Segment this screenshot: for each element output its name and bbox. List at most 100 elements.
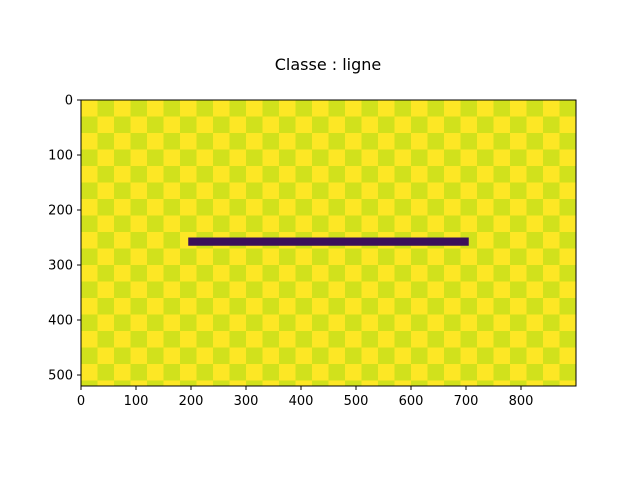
- background-cell: [477, 380, 494, 387]
- background-cell: [345, 314, 362, 332]
- y-tick-label: 0: [65, 94, 73, 109]
- background-cell: [81, 314, 98, 332]
- background-cell: [312, 182, 329, 200]
- background-cell: [361, 331, 379, 348]
- chart-title: Classe : ligne: [275, 55, 382, 74]
- background-cell: [543, 331, 560, 348]
- background-cell: [180, 182, 197, 200]
- background-cell: [328, 281, 346, 299]
- background-cell: [361, 116, 379, 134]
- background-cell: [345, 116, 362, 134]
- background-cell: [279, 314, 296, 332]
- background-cell: [559, 265, 577, 282]
- background-cell: [378, 199, 395, 216]
- background-cell: [312, 265, 329, 282]
- background-cell: [97, 364, 115, 381]
- background-cell: [411, 182, 428, 200]
- background-cell: [493, 314, 511, 332]
- background-cell: [196, 281, 214, 299]
- background-cell: [394, 380, 412, 387]
- background-cell: [427, 281, 445, 299]
- background-cell: [130, 199, 148, 216]
- background-cell: [312, 314, 329, 332]
- background-cell: [147, 199, 164, 216]
- background-cell: [345, 331, 362, 348]
- background-cell: [180, 199, 197, 216]
- background-cell: [196, 100, 214, 117]
- background-cell: [328, 100, 346, 117]
- x-tick-label: 800: [509, 394, 534, 409]
- background-cell: [444, 314, 461, 332]
- background-cell: [460, 314, 478, 332]
- background-cell: [460, 182, 478, 200]
- background-cell: [130, 380, 148, 387]
- background-cell: [444, 380, 461, 387]
- background-cell: [229, 166, 247, 183]
- background-cell: [213, 265, 230, 282]
- background-cell: [460, 166, 478, 183]
- background-cell: [444, 331, 461, 348]
- background-cell: [180, 133, 197, 150]
- background-cell: [262, 182, 280, 200]
- background-cell: [147, 182, 164, 200]
- background-cell: [213, 133, 230, 150]
- background-cell: [394, 215, 412, 233]
- background-cell: [378, 380, 395, 387]
- background-cell: [163, 116, 181, 134]
- background-cell: [246, 199, 263, 216]
- background-cell: [543, 199, 560, 216]
- x-tick-label: 400: [289, 394, 314, 409]
- background-cell: [559, 248, 577, 266]
- background-cell: [163, 347, 181, 365]
- background-cell: [493, 248, 511, 266]
- background-cell: [510, 116, 527, 134]
- background-cell: [163, 281, 181, 299]
- background-cell: [477, 133, 494, 150]
- background-cell: [312, 166, 329, 183]
- background-cell: [378, 364, 395, 381]
- background-cell: [328, 265, 346, 282]
- background-cell: [378, 116, 395, 134]
- background-cell: [114, 364, 131, 381]
- background-cell: [196, 116, 214, 134]
- background-cell: [510, 149, 527, 167]
- background-cell: [361, 100, 379, 117]
- background-cell: [196, 215, 214, 233]
- background-cell: [229, 331, 247, 348]
- background-cell: [114, 199, 131, 216]
- background-cell: [246, 100, 263, 117]
- background-cell: [510, 364, 527, 381]
- background-cell: [543, 182, 560, 200]
- background-cell: [196, 248, 214, 266]
- background-cell: [279, 298, 296, 315]
- background-cell: [279, 281, 296, 299]
- background-cell: [328, 133, 346, 150]
- background-cell: [147, 380, 164, 387]
- background-cell: [427, 199, 445, 216]
- background-cell: [493, 265, 511, 282]
- background-cell: [378, 215, 395, 233]
- background-cell: [196, 331, 214, 348]
- background-cell: [246, 182, 263, 200]
- background-cell: [262, 380, 280, 387]
- background-cell: [493, 149, 511, 167]
- background-cell: [246, 248, 263, 266]
- background-cell: [361, 133, 379, 150]
- background-cell: [213, 215, 230, 233]
- background-cell: [81, 215, 98, 233]
- background-cell: [229, 298, 247, 315]
- background-cell: [147, 347, 164, 365]
- background-cell: [114, 182, 131, 200]
- background-cell: [394, 331, 412, 348]
- line-mark: [188, 237, 469, 246]
- background-cell: [510, 232, 527, 249]
- background-cell: [295, 133, 313, 150]
- background-cell: [345, 265, 362, 282]
- background-cell: [526, 149, 544, 167]
- background-cell: [246, 116, 263, 134]
- background-cell: [460, 364, 478, 381]
- background-cell: [526, 116, 544, 134]
- background-cell: [510, 380, 527, 387]
- background-cell: [114, 331, 131, 348]
